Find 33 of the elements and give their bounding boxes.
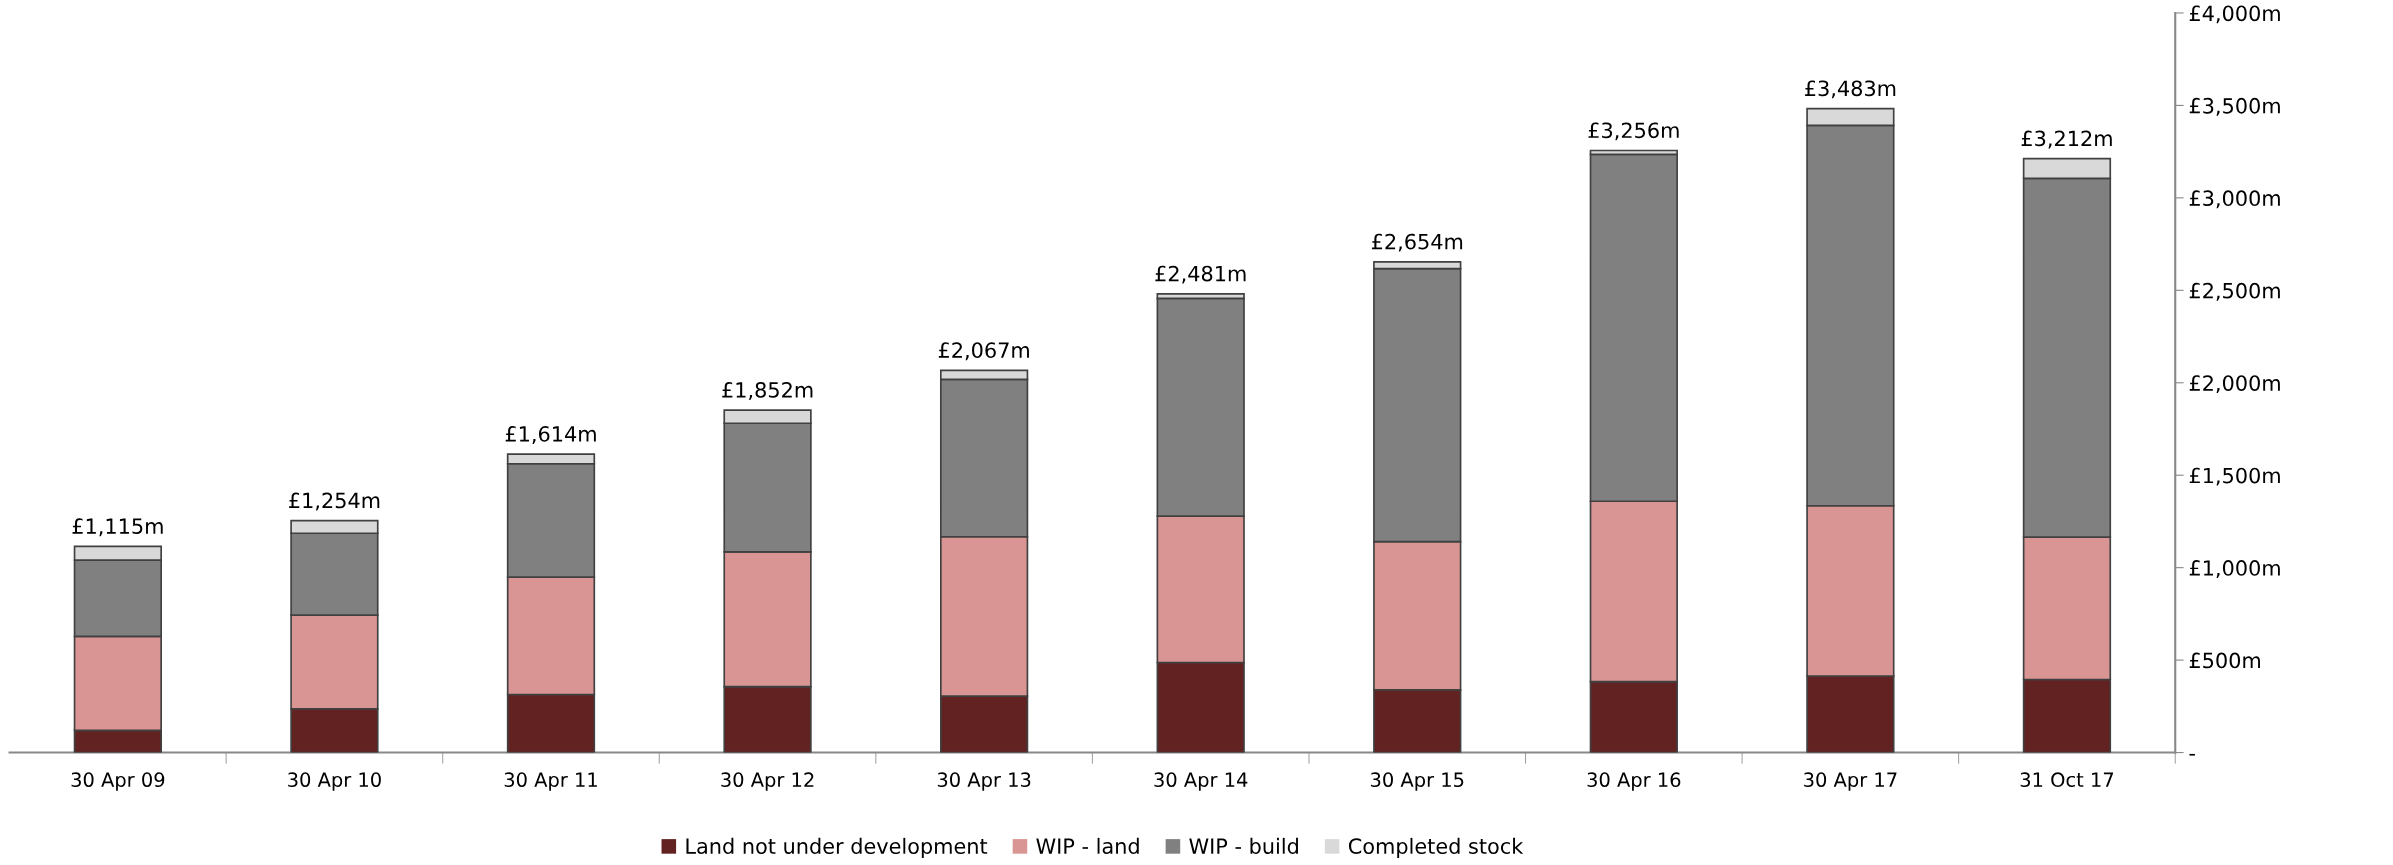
x-tick-label: 30 Apr 12 [721,772,814,791]
y-tick-label: - [2189,753,2195,756]
legend-label: WIP - build [1189,837,1298,854]
y-tick-label: £500m [2189,652,2260,669]
x-tick-label: 30 Apr 16 [1587,772,1681,791]
total-label: £3,256m [1588,122,1679,141]
total-label: £3,212m [2021,130,2112,149]
x-tick-label: 30 Apr 11 [504,772,597,791]
y-tick-label: £2,000m [2189,375,2280,394]
total-label: £1,614m [505,426,596,444]
y-tick-label: £1,000m [2189,560,2280,578]
total-label: £1,254m [289,492,380,511]
total-label: £1,115m [72,518,163,537]
x-tick-label: 30 Apr 09 [71,772,165,791]
x-tick-label: 31 Oct 17 [2020,772,2114,788]
total-label: £2,067m [938,342,1029,361]
legend-label: Land not under development [686,837,988,859]
x-tick-label: 30 Apr 15 [1370,772,1464,791]
y-tick-label: £2,500m [2189,282,2280,301]
total-label: £1,852m [722,382,813,400]
y-tick-label: £3,500m [2189,97,2280,116]
legend-label: WIP - land [1036,837,1139,854]
total-label: £2,654m [1371,233,1463,252]
x-tick-label: 30 Apr 13 [937,772,1031,791]
x-tick-label: 30 Apr 10 [288,772,381,791]
x-tick-label: 30 Apr 14 [1154,772,1248,791]
total-label: £3,483m [1805,80,1896,99]
legend-label: Completed stock [1348,837,1524,859]
y-tick-label: £1,500m [2189,467,2280,486]
y-tick-label: £4,000m [2189,5,2280,24]
total-label: £2,481m [1155,265,1246,284]
y-tick-label: £3,000m [2189,190,2280,209]
x-tick-label: 30 Apr 17 [1804,772,1897,791]
